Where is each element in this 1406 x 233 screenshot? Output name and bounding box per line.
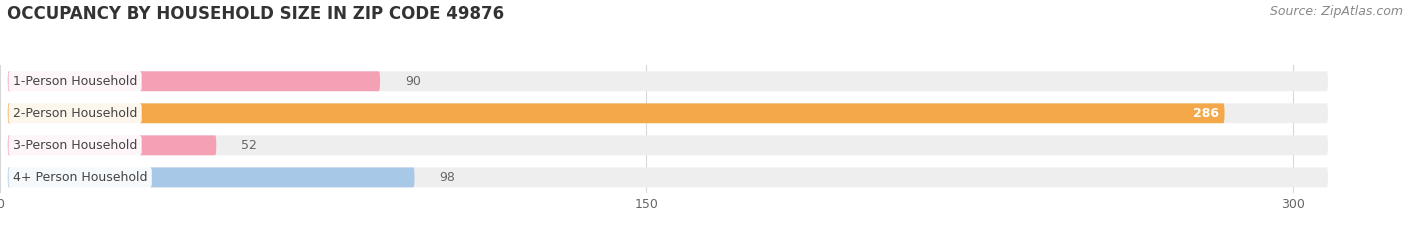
Text: 98: 98 [440, 171, 456, 184]
Text: 3-Person Household: 3-Person Household [13, 139, 138, 152]
Text: 4+ Person Household: 4+ Person Household [13, 171, 148, 184]
FancyBboxPatch shape [8, 71, 380, 91]
Text: OCCUPANCY BY HOUSEHOLD SIZE IN ZIP CODE 49876: OCCUPANCY BY HOUSEHOLD SIZE IN ZIP CODE … [7, 5, 505, 23]
FancyBboxPatch shape [8, 168, 415, 187]
Text: 90: 90 [405, 75, 420, 88]
FancyBboxPatch shape [8, 103, 1225, 123]
Text: 1-Person Household: 1-Person Household [13, 75, 138, 88]
FancyBboxPatch shape [8, 168, 1327, 187]
Text: 286: 286 [1194, 107, 1219, 120]
Text: 2-Person Household: 2-Person Household [13, 107, 138, 120]
Text: Source: ZipAtlas.com: Source: ZipAtlas.com [1270, 5, 1403, 18]
Text: 52: 52 [242, 139, 257, 152]
FancyBboxPatch shape [8, 135, 1327, 155]
FancyBboxPatch shape [8, 103, 1327, 123]
FancyBboxPatch shape [8, 135, 217, 155]
FancyBboxPatch shape [8, 71, 1327, 91]
